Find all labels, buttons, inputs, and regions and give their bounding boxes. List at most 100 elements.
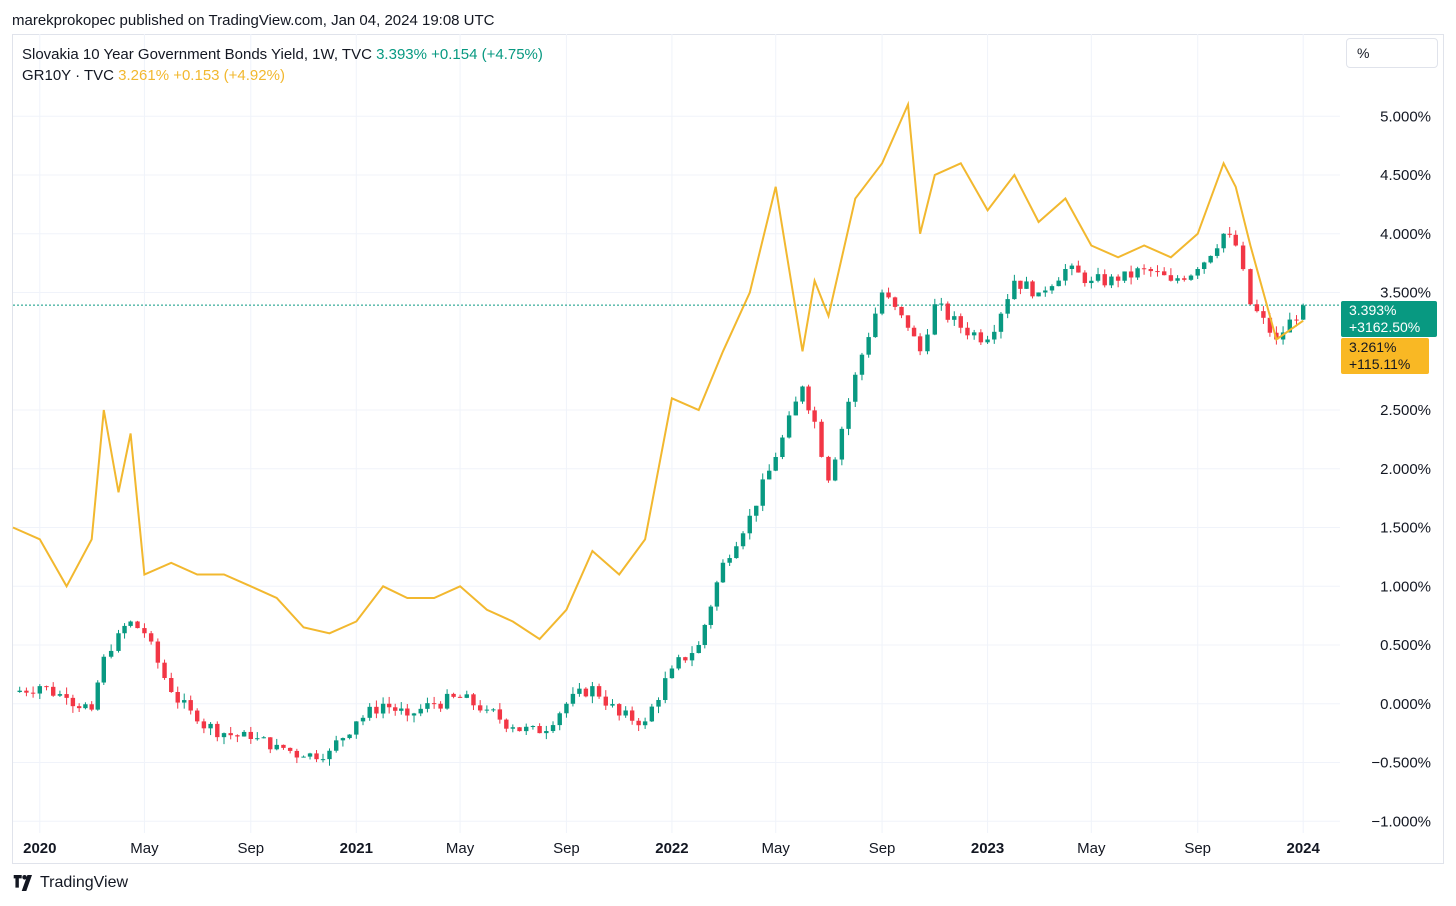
- x-tick-label: 2022: [655, 840, 688, 857]
- candle-body: [320, 759, 326, 761]
- candle-body: [616, 704, 622, 716]
- candle-body: [37, 686, 43, 694]
- legend-series-2[interactable]: GR10Y · TVC 3.261% +0.153 (+4.92%): [22, 67, 285, 84]
- candle-body: [261, 737, 266, 739]
- candle-body: [1024, 281, 1029, 289]
- candle-body: [1036, 292, 1041, 297]
- candle-body: [255, 738, 260, 740]
- candle-body: [1214, 248, 1220, 256]
- y-tick-label: 2.500%: [1380, 402, 1431, 419]
- candle-body: [301, 756, 306, 758]
- y-tick-label: −1.000%: [1371, 813, 1431, 830]
- candle-body: [727, 558, 732, 563]
- candle-body: [1248, 269, 1253, 305]
- candle-body: [812, 410, 817, 422]
- candle-body: [1188, 275, 1194, 280]
- candle-body: [649, 706, 655, 722]
- candle-body: [1049, 286, 1055, 291]
- candle-body: [1175, 278, 1180, 281]
- candle-body: [925, 334, 930, 352]
- candle-body: [457, 696, 463, 698]
- candle-body: [30, 692, 36, 694]
- candle-body: [603, 696, 608, 706]
- candle-body: [564, 703, 569, 714]
- candle-body: [24, 690, 29, 693]
- candle-body: [497, 709, 503, 720]
- candle-body: [101, 656, 106, 683]
- candle-body: [477, 705, 483, 711]
- legend-series-1-value: 3.393%: [376, 46, 427, 63]
- candle-body: [760, 479, 765, 506]
- candle-body: [1148, 269, 1153, 272]
- candle-body: [1056, 280, 1061, 287]
- candle-body: [201, 721, 207, 729]
- candle-body: [839, 428, 845, 460]
- candle-body: [866, 337, 871, 355]
- candle-body: [577, 688, 582, 694]
- candle-body: [57, 694, 63, 696]
- x-tick-label: May: [1077, 840, 1106, 857]
- candle-body: [405, 708, 410, 716]
- candle-body: [899, 306, 904, 316]
- candle-body: [873, 313, 878, 338]
- candle-body: [471, 694, 476, 706]
- candle-body: [215, 723, 220, 738]
- candle-body: [367, 706, 372, 718]
- candle-body: [806, 386, 811, 411]
- candle-body: [17, 690, 22, 692]
- candle-body: [958, 316, 963, 328]
- candle-body: [702, 624, 707, 645]
- candle-body: [610, 704, 615, 706]
- candle-body: [917, 336, 923, 352]
- legend-series-1-name: Slovakia 10 Year Government Bonds Yield,…: [22, 46, 372, 63]
- candle-body: [656, 699, 661, 707]
- candle-body: [846, 401, 851, 429]
- x-tick-label: May: [130, 840, 159, 857]
- candle-body: [44, 686, 49, 688]
- candle-body: [689, 653, 695, 661]
- x-tick-label: 2024: [1287, 840, 1321, 857]
- candle-body: [1122, 271, 1127, 281]
- chart-frame: [12, 34, 1444, 864]
- candle-body: [669, 668, 675, 679]
- candle-body: [886, 292, 891, 298]
- x-tick-label: Sep: [1184, 840, 1211, 857]
- candle-body: [425, 703, 430, 709]
- candle-body: [1233, 234, 1238, 246]
- x-tick-label: 2021: [340, 840, 373, 857]
- candle-body: [517, 727, 522, 732]
- candle-body: [431, 703, 437, 705]
- candle-body: [754, 505, 759, 516]
- candle-body: [786, 415, 792, 438]
- candle-body: [155, 641, 161, 663]
- candle-body: [832, 459, 838, 481]
- candle-body: [135, 621, 140, 629]
- candle-body: [1168, 275, 1174, 281]
- candle-body: [570, 693, 576, 704]
- legend-series-1[interactable]: Slovakia 10 Year Government Bonds Yield,…: [22, 46, 543, 63]
- candle-body: [793, 401, 799, 416]
- candle-body: [590, 686, 595, 697]
- candle-body: [76, 706, 82, 709]
- candle-body: [544, 731, 549, 734]
- candle-body: [122, 625, 127, 634]
- candle-body: [108, 650, 114, 657]
- candle-body: [1182, 278, 1187, 280]
- x-tick-label: Sep: [869, 840, 896, 857]
- candle-body: [1201, 262, 1207, 269]
- candlestick-series: [17, 227, 1306, 766]
- candle-body: [70, 697, 76, 707]
- candle-body: [1141, 268, 1147, 270]
- candle-body: [1109, 276, 1114, 286]
- candle-body: [557, 713, 562, 726]
- candle-body: [418, 708, 423, 714]
- candle-body: [1076, 265, 1081, 273]
- candle-body: [228, 733, 233, 736]
- candle-body: [148, 633, 154, 642]
- legend-series-2-value: 3.261%: [118, 67, 170, 84]
- candle-body: [530, 726, 536, 728]
- scale-mode-button[interactable]: %: [1346, 38, 1438, 68]
- candle-body: [268, 737, 273, 750]
- tradingview-footer[interactable]: TradingView: [12, 874, 128, 892]
